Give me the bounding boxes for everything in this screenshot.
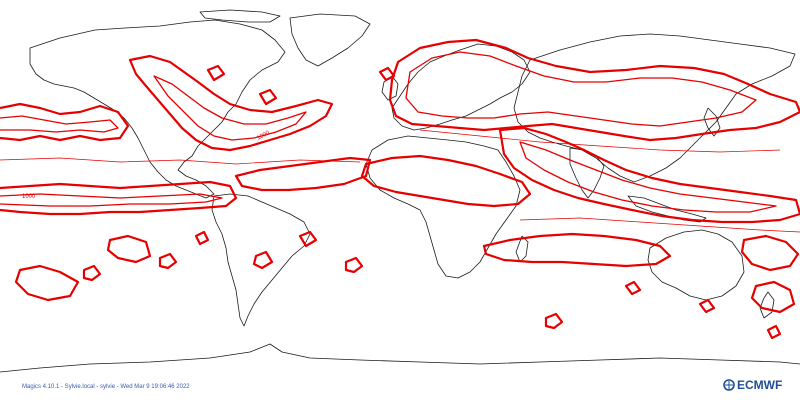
contour-south-pacific-2 — [106, 234, 152, 264]
contour-blob-1 — [82, 264, 102, 282]
contour-blob-10 — [378, 66, 396, 82]
coastline-africa — [365, 135, 521, 279]
contour-tropical-pacific — [0, 180, 238, 216]
ecmwf-logo-icon — [723, 379, 735, 391]
contour-blob-11 — [206, 64, 226, 82]
contour-blob-8 — [194, 230, 210, 246]
contour-thin-2 — [519, 217, 800, 233]
coastline-asia — [513, 33, 796, 183]
contour-label-1: 1000 — [256, 130, 271, 142]
contour-blob-4 — [544, 312, 564, 330]
contour-blob-7 — [252, 250, 274, 270]
contour-south-indian — [482, 232, 672, 268]
contour-label-2: 1000 — [22, 194, 36, 200]
contour-australia-east — [740, 234, 800, 272]
contour-tropical-atlantic — [234, 156, 372, 192]
contour-thin-1 — [0, 157, 361, 165]
coastline-australia — [647, 229, 745, 301]
contour-blob-3 — [344, 256, 364, 274]
contour-south-pacific — [14, 264, 80, 302]
coastline-arctic-islands — [199, 9, 281, 23]
contour-north-pacific-band — [0, 102, 130, 142]
footer-text: Magics 4.10.1 - Sylvie.local - sylvie - … — [22, 384, 190, 390]
ecmwf-logo: ECMWF — [722, 378, 782, 392]
contour-north-africa — [360, 154, 532, 208]
contour-indian-ocean-inner — [519, 141, 777, 213]
ecmwf-logo-text: ECMWF — [737, 378, 783, 392]
contour-blob-2 — [158, 252, 178, 270]
coastline-antarctica — [0, 343, 800, 373]
coastline-greenland — [289, 13, 371, 67]
coastline-india — [569, 147, 605, 199]
contour-eurasia — [388, 38, 800, 142]
coastline-north-america — [29, 19, 286, 199]
coastline-indonesia — [627, 195, 707, 223]
coastlines — [0, 9, 800, 373]
coastline-europe — [391, 43, 531, 131]
coastline-new-zealand — [759, 291, 775, 319]
contour-thin-3 — [419, 129, 781, 153]
contour-eurasia-inner — [405, 51, 757, 127]
contour-north-atlantic — [128, 54, 334, 152]
contour-new-zealand — [750, 280, 796, 314]
contour-north-atlantic-inner — [153, 75, 307, 141]
contours: 1000 1000 — [0, 38, 800, 340]
contour-blob-5 — [624, 280, 642, 296]
contour-blob-12 — [258, 88, 278, 106]
contour-blob-9 — [766, 324, 782, 340]
coastline-south-america — [211, 193, 311, 327]
contour-blob-6 — [698, 298, 716, 314]
contour-north-pacific-inner — [0, 115, 119, 133]
contour-blob-13 — [298, 230, 318, 248]
coastline-madagascar — [515, 235, 529, 263]
contour-indian-ocean — [498, 126, 800, 224]
coastline-japan — [703, 107, 721, 137]
contour-tropical-pacific-inner — [0, 193, 223, 207]
